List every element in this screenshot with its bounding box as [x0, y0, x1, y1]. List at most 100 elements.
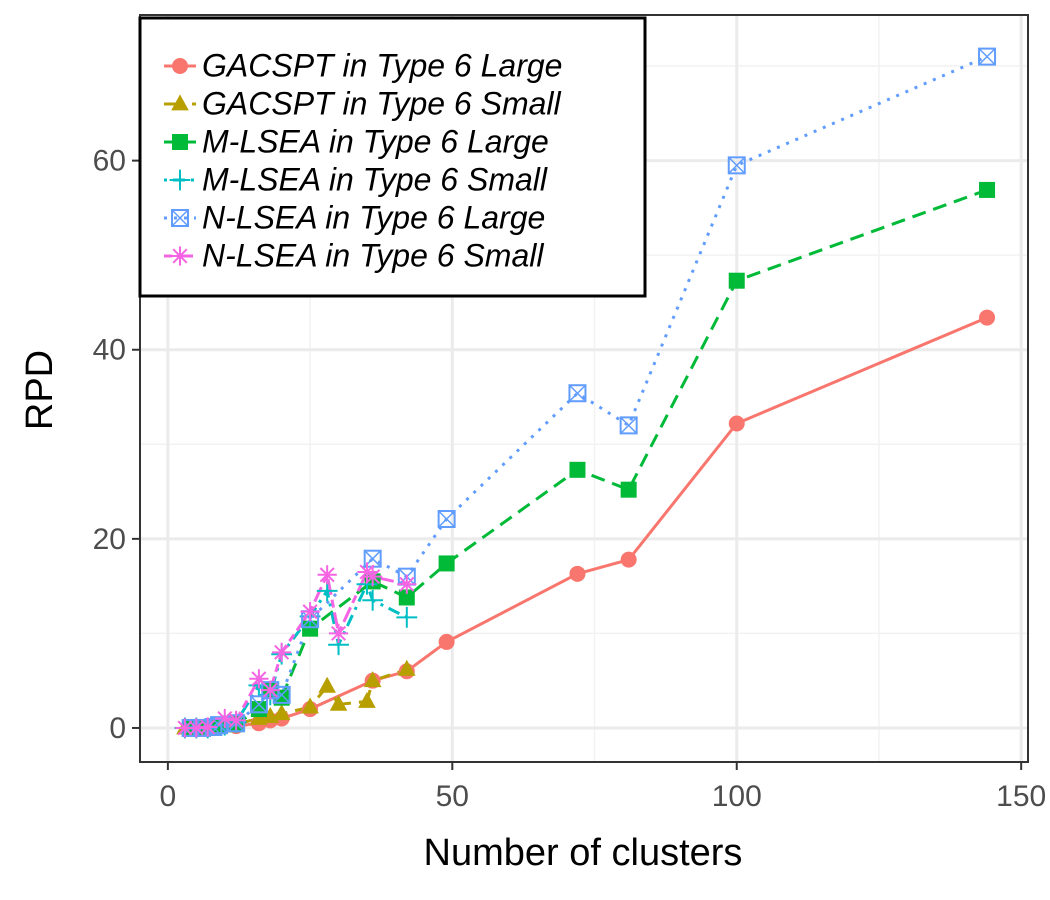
marker-part — [210, 716, 229, 735]
marker — [728, 415, 745, 432]
legend-label: N-LSEA in Type 6 Large — [202, 199, 545, 235]
marker — [301, 697, 319, 714]
x-axis-title: Number of clusters — [424, 832, 743, 874]
marker-part — [177, 720, 193, 736]
marker-part — [358, 691, 376, 708]
marker-part — [398, 589, 415, 606]
marker-part — [251, 671, 267, 687]
marker-part — [302, 620, 319, 637]
marker — [979, 181, 996, 198]
marker — [978, 47, 997, 66]
marker-part — [172, 58, 188, 74]
plot-border — [139, 14, 1029, 763]
marker — [728, 272, 745, 289]
marker-part — [319, 567, 335, 583]
y-tick-label: 0 — [109, 712, 126, 745]
y-tick-label: 20 — [93, 523, 126, 556]
marker — [318, 676, 336, 693]
marker-part — [273, 686, 291, 704]
marker-part — [171, 94, 189, 111]
marker-part — [728, 156, 746, 174]
marker-part — [569, 565, 586, 582]
marker-part — [727, 156, 746, 175]
marker — [398, 589, 415, 606]
marker — [172, 58, 188, 74]
marker — [620, 551, 637, 568]
legend-box — [138, 16, 647, 298]
marker — [438, 555, 455, 572]
marker — [363, 567, 383, 587]
marker-part — [620, 481, 637, 498]
marker — [272, 704, 291, 721]
marker-part — [979, 181, 996, 198]
marker-part — [329, 694, 348, 711]
marker — [170, 246, 190, 266]
marker-part — [188, 720, 204, 736]
marker-part — [318, 676, 336, 693]
marker — [569, 565, 586, 582]
marker-part — [569, 461, 586, 478]
marker — [619, 416, 638, 435]
marker-part — [620, 551, 637, 568]
marker-part — [331, 625, 347, 641]
marker-part — [172, 248, 188, 264]
marker-part — [568, 384, 587, 403]
marker — [328, 623, 349, 644]
marker-part — [438, 633, 455, 650]
marker-part — [363, 671, 382, 688]
marker-part — [171, 209, 189, 227]
marker-part — [619, 416, 638, 435]
marker — [249, 669, 269, 689]
marker-part — [728, 272, 745, 289]
marker — [186, 718, 206, 738]
marker — [358, 691, 376, 708]
legend-label: M-LSEA in Type 6 Small — [202, 161, 548, 197]
marker — [397, 574, 417, 594]
marker-part — [200, 719, 216, 735]
marker — [215, 708, 235, 729]
marker-part — [728, 415, 745, 432]
marker-part — [437, 509, 456, 528]
marker — [362, 589, 384, 611]
marker — [727, 156, 746, 175]
marker — [171, 209, 189, 227]
marker-part — [172, 134, 188, 150]
marker-part — [171, 209, 189, 227]
marker — [172, 134, 188, 150]
x-tick-label: 150 — [996, 780, 1046, 813]
legend-label: GACSPT in Type 6 Large — [202, 47, 562, 83]
marker — [226, 710, 246, 730]
marker — [300, 602, 320, 622]
marker — [568, 384, 587, 403]
marker — [198, 717, 218, 737]
marker-part — [274, 644, 290, 660]
marker-part — [262, 682, 278, 698]
x-tick-label: 50 — [436, 780, 469, 813]
y-tick-label: 60 — [93, 145, 126, 178]
y-axis-title: RPD — [19, 350, 61, 430]
marker — [329, 694, 348, 711]
legend-label: M-LSEA in Type 6 Large — [202, 123, 549, 159]
marker-part — [438, 555, 455, 572]
marker-part — [568, 384, 586, 402]
marker-part — [249, 695, 268, 714]
marker — [437, 509, 456, 528]
marker-part — [978, 48, 996, 66]
marker-part — [438, 510, 456, 528]
legend-label: N-LSEA in Type 6 Small — [202, 237, 544, 273]
marker-part — [397, 659, 416, 676]
marker-part — [302, 604, 318, 620]
marker — [620, 481, 637, 498]
marker — [396, 606, 418, 628]
marker-part — [365, 569, 381, 585]
marker-part — [228, 712, 244, 728]
marker-part — [399, 576, 415, 592]
marker — [260, 680, 280, 700]
marker — [363, 671, 382, 688]
marker — [169, 169, 191, 191]
series-line — [184, 580, 408, 730]
y-tick-label: 40 — [93, 334, 126, 367]
marker-part — [979, 309, 996, 326]
